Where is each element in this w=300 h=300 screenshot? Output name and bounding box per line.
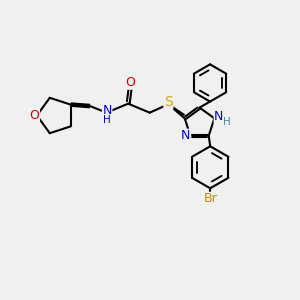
Text: N: N (103, 104, 112, 117)
Text: O: O (30, 109, 39, 122)
Text: N: N (181, 129, 190, 142)
Text: N: N (214, 110, 224, 123)
Text: Br: Br (203, 192, 217, 205)
Text: H: H (103, 116, 111, 125)
Text: S: S (164, 95, 173, 109)
Text: O: O (126, 76, 136, 89)
Text: H: H (223, 117, 231, 127)
